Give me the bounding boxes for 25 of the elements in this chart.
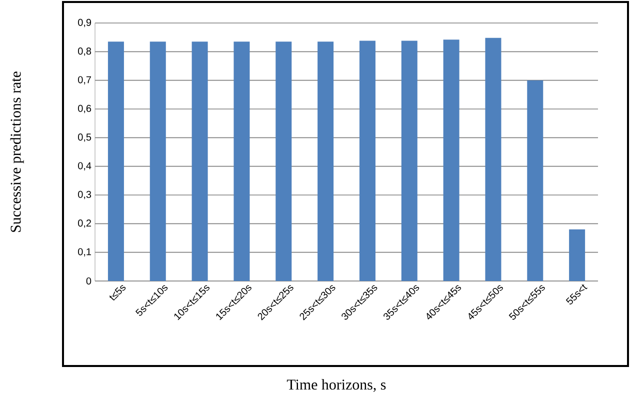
y-axis-title: Successive predictions rate bbox=[10, 72, 24, 232]
bar bbox=[192, 42, 208, 281]
y-tick-label: 0 bbox=[86, 277, 92, 285]
y-tick-label: 0,2 bbox=[78, 220, 91, 228]
bar bbox=[276, 42, 292, 281]
bar bbox=[108, 42, 124, 281]
y-tick-label: 0,3 bbox=[78, 190, 92, 200]
bar bbox=[359, 40, 376, 281]
y-tick-label: 0,6 bbox=[78, 104, 92, 114]
bar bbox=[569, 229, 586, 281]
y-tick-label: 0,1 bbox=[78, 248, 92, 256]
y-tick-label: 0,4 bbox=[78, 162, 92, 170]
y-tick-label: 0,7 bbox=[78, 76, 91, 84]
y-tick-label: 0,8 bbox=[78, 48, 92, 56]
bar bbox=[443, 40, 460, 281]
bar bbox=[150, 42, 166, 281]
bar bbox=[485, 38, 502, 281]
x-tick-label: t≤5s bbox=[109, 285, 126, 300]
y-tick-label: 0,9 bbox=[78, 18, 92, 28]
y-tick-label: 0,5 bbox=[78, 134, 92, 142]
bar bbox=[527, 80, 544, 281]
bar bbox=[401, 40, 418, 281]
x-axis-title: Time horizons, s bbox=[286, 379, 386, 392]
bar bbox=[318, 42, 334, 281]
bar bbox=[234, 42, 250, 281]
